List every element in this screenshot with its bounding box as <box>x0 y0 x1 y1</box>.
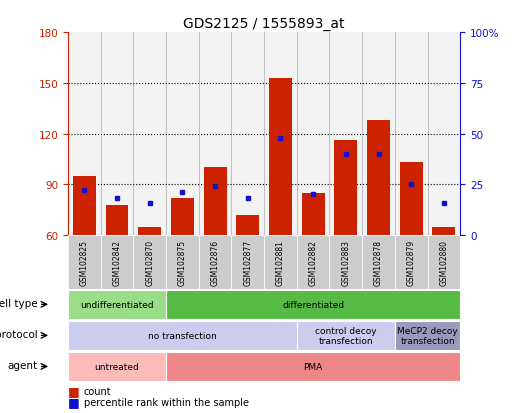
Bar <box>166 33 199 235</box>
Text: control decoy
transfection: control decoy transfection <box>315 326 377 345</box>
Bar <box>334 141 357 235</box>
Text: GSM102880: GSM102880 <box>439 240 448 286</box>
Bar <box>68 33 100 235</box>
Text: cell type: cell type <box>0 298 38 308</box>
Bar <box>362 33 395 235</box>
Text: undifferentiated: undifferentiated <box>80 300 154 309</box>
Text: count: count <box>84 386 111 396</box>
Bar <box>106 205 129 235</box>
Bar <box>73 176 96 235</box>
Text: PMA: PMA <box>303 362 323 371</box>
Bar <box>231 33 264 235</box>
Bar <box>264 235 297 289</box>
Text: MeCP2 decoy
transfection: MeCP2 decoy transfection <box>397 326 458 345</box>
Bar <box>203 168 226 235</box>
Bar <box>100 235 133 289</box>
Bar <box>166 352 460 381</box>
Bar <box>166 235 199 289</box>
Bar <box>199 33 231 235</box>
Bar <box>68 235 100 289</box>
Bar <box>400 163 423 235</box>
Text: agent: agent <box>7 360 38 370</box>
Bar <box>329 33 362 235</box>
Text: GSM102842: GSM102842 <box>112 240 121 286</box>
Bar <box>166 290 460 319</box>
Bar <box>68 321 297 350</box>
Text: GSM102877: GSM102877 <box>243 240 252 286</box>
Bar <box>264 33 297 235</box>
Bar <box>133 33 166 235</box>
Bar <box>297 235 329 289</box>
Bar <box>297 33 329 235</box>
Bar <box>199 235 231 289</box>
Bar <box>297 321 395 350</box>
Bar <box>231 235 264 289</box>
Text: GSM102881: GSM102881 <box>276 240 285 285</box>
Bar <box>433 227 456 235</box>
Text: ■: ■ <box>68 384 84 397</box>
Text: untreated: untreated <box>95 362 140 371</box>
Text: GSM102870: GSM102870 <box>145 240 154 286</box>
Text: differentiated: differentiated <box>282 300 344 309</box>
Text: GSM102883: GSM102883 <box>342 240 350 286</box>
Text: GSM102825: GSM102825 <box>80 240 89 286</box>
Bar <box>138 227 161 235</box>
Bar <box>395 321 460 350</box>
Bar <box>302 193 325 235</box>
Bar <box>329 235 362 289</box>
Title: GDS2125 / 1555893_at: GDS2125 / 1555893_at <box>184 17 345 31</box>
Text: ■: ■ <box>68 395 84 408</box>
Text: GSM102876: GSM102876 <box>211 240 220 286</box>
Bar <box>171 198 194 235</box>
Bar <box>428 235 460 289</box>
Text: percentile rank within the sample: percentile rank within the sample <box>84 397 248 407</box>
Bar <box>428 33 460 235</box>
Bar <box>133 235 166 289</box>
Text: no transfection: no transfection <box>148 331 217 340</box>
Text: GSM102875: GSM102875 <box>178 240 187 286</box>
Bar <box>68 290 166 319</box>
Bar <box>395 33 428 235</box>
Text: protocol: protocol <box>0 329 38 339</box>
Text: GSM102879: GSM102879 <box>407 240 416 286</box>
Bar <box>269 78 292 235</box>
Bar <box>236 215 259 235</box>
Bar <box>367 121 390 235</box>
Bar <box>362 235 395 289</box>
Bar <box>100 33 133 235</box>
Bar <box>68 352 166 381</box>
Text: GSM102878: GSM102878 <box>374 240 383 286</box>
Text: GSM102882: GSM102882 <box>309 240 317 285</box>
Bar <box>395 235 428 289</box>
